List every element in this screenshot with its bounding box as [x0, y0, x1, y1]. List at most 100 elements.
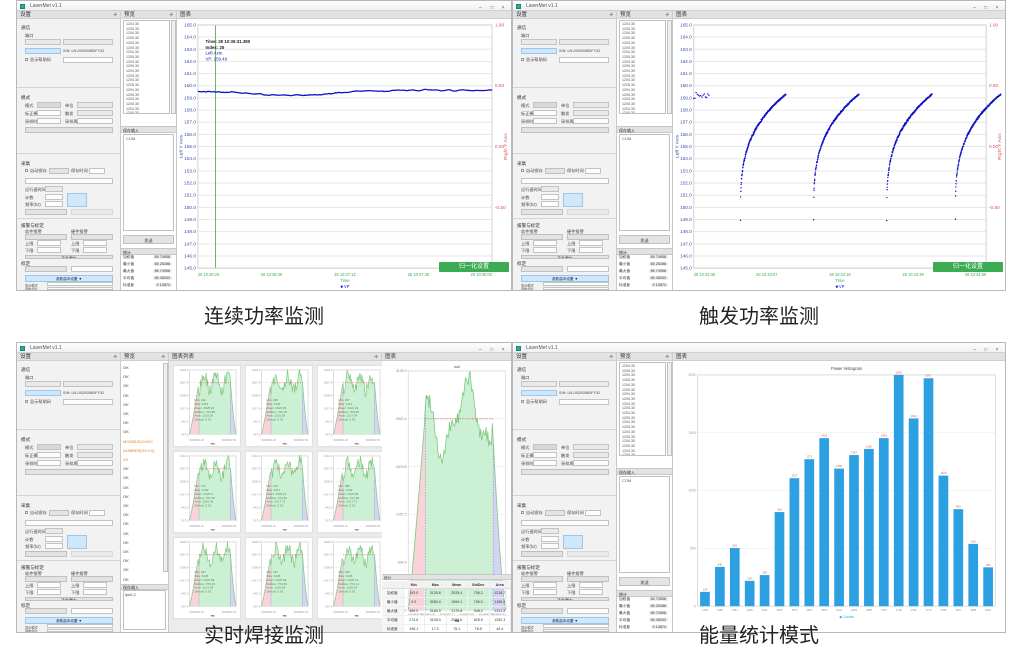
svg-text:6049862.52: 6049862.52: [294, 438, 309, 442]
svg-text:1000: 1000: [689, 489, 696, 493]
svg-text:146.0: 146.0: [680, 253, 692, 259]
svg-text:28 10:43:36: 28 10:43:36: [694, 272, 716, 277]
svg-text:267.0: 267.0: [253, 604, 261, 608]
svg-text:VP: 159.49: VP: 159.49: [205, 57, 227, 62]
svg-text:Left Y Axis: Left Y Axis: [675, 134, 681, 158]
svg-text:1995.6: 1995.6: [324, 394, 333, 398]
svg-text:842.2: 842.2: [325, 591, 333, 595]
svg-text:1729: 1729: [896, 608, 902, 612]
svg-text:Right Y Axis: Right Y Axis: [997, 133, 1003, 160]
svg-text:267.0: 267.0: [181, 604, 189, 608]
svg-text:1107: 1107: [791, 474, 797, 478]
svg-text:161.0: 161.0: [680, 71, 692, 77]
svg-text:1995.6: 1995.6: [324, 566, 333, 570]
svg-text:28 10:44:18: 28 10:44:18: [829, 272, 851, 277]
svg-text:1995.6: 1995.6: [252, 394, 261, 398]
svg-text:Power Histogram: Power Histogram: [831, 366, 863, 371]
svg-text:1879.8: 1879.8: [396, 465, 407, 469]
svg-text:6049862.52: 6049862.52: [222, 610, 237, 614]
svg-text:ms: ms: [283, 442, 288, 446]
svg-text:163.0: 163.0: [680, 47, 692, 53]
svg-text:340: 340: [718, 562, 723, 566]
svg-text:148.0: 148.0: [680, 229, 692, 235]
svg-text:Default: 0.92: Default: 0.92: [194, 504, 211, 508]
svg-text:2567.8: 2567.8: [180, 553, 189, 557]
svg-text:145.0: 145.0: [680, 266, 692, 272]
svg-text:1465: 1465: [717, 608, 723, 612]
svg-text:503: 503: [733, 543, 738, 547]
svg-text:1995.6: 1995.6: [324, 480, 333, 484]
svg-text:1417.4: 1417.4: [324, 407, 333, 411]
svg-text:1509: 1509: [747, 608, 753, 612]
svg-text:6049862.52: 6049862.52: [294, 610, 309, 614]
svg-text:1995.6: 1995.6: [180, 566, 189, 570]
svg-text:Default: 0.92: Default: 0.92: [338, 590, 355, 594]
svg-text:149.0: 149.0: [184, 217, 196, 223]
svg-text:842.2: 842.2: [253, 419, 261, 423]
svg-text:1417.4: 1417.4: [252, 579, 261, 583]
svg-text:■ VP: ■ VP: [340, 284, 349, 289]
svg-text:2567.8: 2567.8: [180, 381, 189, 385]
svg-text:164.0: 164.0: [184, 35, 196, 41]
svg-text:158.0: 158.0: [680, 107, 692, 113]
svg-text:160.0: 160.0: [184, 83, 196, 89]
svg-text:2502.4: 2502.4: [396, 417, 407, 421]
svg-text:151.0: 151.0: [680, 193, 692, 199]
svg-text:1.00: 1.00: [989, 22, 998, 28]
svg-text:3140.0: 3140.0: [180, 540, 189, 544]
svg-text:219: 219: [747, 576, 752, 580]
svg-text:124: 124: [703, 587, 708, 591]
svg-text:Time: Time: [340, 278, 350, 283]
svg-text:153.0: 153.0: [680, 168, 692, 174]
svg-text:1995.6: 1995.6: [180, 480, 189, 484]
svg-text:3140.0: 3140.0: [324, 540, 333, 544]
svg-text:151.0: 151.0: [184, 193, 196, 199]
svg-text:28 10:37:12: 28 10:37:12: [334, 272, 356, 277]
svg-text:0: 0: [694, 604, 696, 608]
svg-text:ms: ms: [211, 614, 216, 618]
svg-text:157.0: 157.0: [184, 120, 196, 126]
svg-text:1417.4: 1417.4: [252, 407, 261, 411]
svg-text:0.00: 0.00: [495, 144, 505, 150]
svg-text:1553: 1553: [777, 608, 783, 612]
svg-text:842.2: 842.2: [253, 591, 261, 595]
svg-text:-0.50: -0.50: [989, 205, 1000, 211]
svg-text:Right Y Axis: Right Y Axis: [503, 133, 509, 160]
svg-text:6049862.20: 6049862.20: [334, 610, 349, 614]
svg-text:1487: 1487: [732, 608, 738, 612]
svg-text:Index: 25: Index: 25: [205, 45, 224, 50]
svg-text:1839: 1839: [970, 608, 976, 612]
svg-text:162.0: 162.0: [184, 59, 196, 65]
svg-text:1531: 1531: [762, 608, 768, 612]
svg-text:1271: 1271: [806, 455, 812, 459]
svg-text:3125.0: 3125.0: [396, 369, 407, 373]
svg-text:634.6: 634.6: [398, 560, 407, 564]
svg-text:ms: ms: [355, 442, 360, 446]
svg-text:0.50: 0.50: [495, 83, 505, 89]
svg-text:1971: 1971: [925, 374, 931, 378]
svg-text:3140.0: 3140.0: [252, 368, 261, 372]
svg-text:Default: 0.92: Default: 0.92: [194, 418, 211, 422]
svg-text:146.0: 146.0: [184, 253, 196, 259]
svg-text:1.00: 1.00: [495, 22, 505, 28]
svg-text:156.0: 156.0: [184, 132, 196, 138]
svg-text:1751: 1751: [911, 608, 917, 612]
svg-text:150.0: 150.0: [680, 205, 692, 211]
svg-text:267.0: 267.0: [253, 432, 261, 436]
svg-text:0.00: 0.00: [989, 144, 998, 150]
svg-text:1619: 1619: [821, 608, 827, 612]
svg-text:159.0: 159.0: [680, 95, 692, 101]
svg-text:153.0: 153.0: [184, 168, 196, 174]
svg-text:■ VP: ■ VP: [835, 284, 844, 289]
svg-text:267.0: 267.0: [325, 432, 333, 436]
svg-text:2567.8: 2567.8: [252, 381, 261, 385]
svg-text:Default: 0.92: Default: 0.92: [194, 590, 211, 594]
svg-text:842.2: 842.2: [181, 591, 189, 595]
svg-text:1129: 1129: [940, 471, 946, 475]
svg-text:842.2: 842.2: [181, 505, 189, 509]
svg-text:1995.6: 1995.6: [252, 480, 261, 484]
svg-text:1453: 1453: [821, 434, 827, 438]
svg-text:28 10:44:39: 28 10:44:39: [902, 272, 924, 277]
svg-text:1795: 1795: [940, 608, 946, 612]
svg-text:Default: 0.92: Default: 0.92: [338, 418, 355, 422]
